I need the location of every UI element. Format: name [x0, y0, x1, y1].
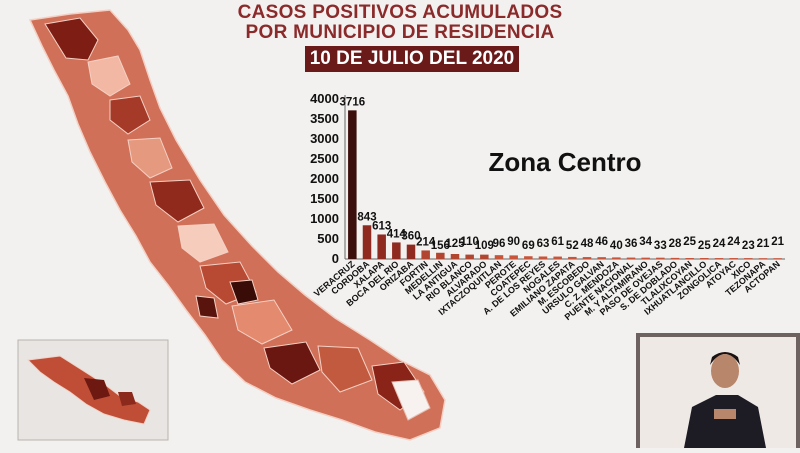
- bar-value-label: 24: [727, 236, 740, 248]
- bar: [597, 257, 606, 259]
- bar: [421, 250, 430, 259]
- bar-value-label: 34: [639, 236, 652, 248]
- y-tick-label: 1500: [310, 191, 339, 206]
- bar: [450, 254, 460, 259]
- bar: [509, 255, 518, 259]
- y-tick-label: 4000: [310, 91, 339, 106]
- bar-value-label: 24: [713, 238, 726, 250]
- bar-value-label: 28: [669, 238, 682, 250]
- bar-value-label: 23: [742, 240, 755, 252]
- date-banner: 10 DE JULIO DEL 2020: [305, 46, 519, 72]
- bar: [524, 256, 533, 259]
- bar-value-label: 613: [372, 220, 391, 232]
- bar-value-label: 33: [654, 240, 667, 252]
- bar-value-label: 21: [771, 236, 784, 248]
- bar: [582, 257, 592, 259]
- interpreter-video: [636, 333, 800, 448]
- veracruz-state-shape: [28, 9, 446, 441]
- bar: [465, 254, 474, 259]
- bar: [553, 256, 562, 259]
- bar: [670, 257, 680, 259]
- bar: [773, 258, 782, 259]
- bar-value-label: 46: [595, 236, 608, 248]
- bar: [744, 258, 753, 259]
- bar: [392, 242, 401, 259]
- interpreter-body: [684, 395, 766, 448]
- y-tick-label: 3000: [310, 131, 339, 146]
- bar: [612, 257, 621, 259]
- mexico-inset-map: [17, 339, 169, 441]
- interpreter-figure: [640, 337, 796, 448]
- y-tick-label: 500: [317, 231, 339, 246]
- y-tick-label: 2000: [310, 171, 339, 186]
- bar-value-label: 21: [757, 238, 770, 250]
- y-tick-label: 2500: [310, 151, 339, 166]
- y-tick-label: 1000: [310, 211, 339, 226]
- bar: [377, 234, 386, 259]
- bar: [406, 244, 416, 259]
- bar-value-label: 110: [460, 236, 479, 248]
- bar-value-label: 25: [698, 240, 711, 252]
- bar-value-label: 61: [551, 236, 564, 248]
- title-line-2: POR MUNICIPIO DE RESIDENCIA: [245, 22, 555, 43]
- bar: [348, 110, 357, 259]
- chart-title: Zona Centro: [488, 147, 641, 177]
- bar: [641, 257, 650, 259]
- bar: [480, 254, 489, 259]
- bar-value-label: 843: [357, 211, 376, 223]
- bar-value-label: 3716: [340, 96, 366, 108]
- bar: [626, 257, 636, 259]
- bar-value-label: 63: [537, 238, 550, 250]
- bar: [700, 258, 709, 259]
- bar-value-label: 360: [401, 231, 420, 243]
- bar-value-label: 25: [683, 236, 696, 248]
- bar-value-label: 69: [522, 240, 535, 252]
- bar-value-label: 36: [625, 238, 638, 250]
- bar-value-label: 40: [610, 240, 623, 252]
- y-tick-label: 3500: [310, 111, 339, 126]
- interpreter-frame: [640, 337, 796, 448]
- bar: [758, 258, 768, 259]
- bar-value-label: 214: [416, 236, 436, 248]
- bar-value-label: 156: [431, 240, 450, 252]
- bar: [685, 258, 694, 259]
- bar-value-label: 125: [445, 238, 465, 250]
- bar: [729, 258, 738, 259]
- bar-value-label: 96: [493, 238, 506, 250]
- bar-value-label: 414: [387, 228, 407, 240]
- y-tick-label: 0: [332, 251, 339, 266]
- bar: [538, 256, 548, 259]
- bar: [568, 256, 577, 259]
- bar: [362, 225, 372, 259]
- bar: [494, 255, 504, 259]
- bar-value-label: 90: [507, 236, 520, 248]
- interpreter-head: [711, 354, 739, 388]
- bar: [436, 252, 445, 259]
- title-line-1: CASOS POSITIVOS ACUMULADOS: [237, 2, 563, 23]
- bar-value-label: 52: [566, 240, 579, 252]
- bar: [656, 257, 665, 259]
- bar-value-label: 109: [475, 240, 494, 252]
- bar: [714, 258, 724, 259]
- bar-value-label: 48: [581, 238, 594, 250]
